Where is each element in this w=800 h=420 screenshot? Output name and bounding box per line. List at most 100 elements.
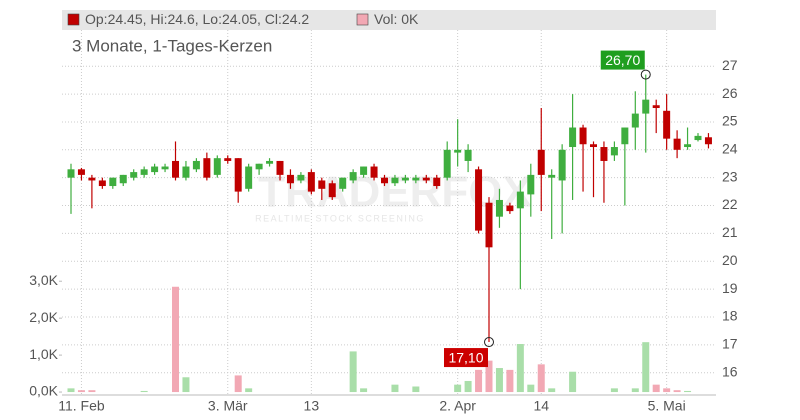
legend-bar — [62, 10, 716, 30]
volume-bar — [454, 384, 462, 393]
legend-swatch — [356, 13, 369, 26]
volume-bar — [548, 388, 556, 393]
candle-body — [151, 166, 159, 173]
y-tick-label: 22 — [722, 196, 738, 212]
legend-ohlc: Op:24.45, Hi:24.6, Lo:24.05, Cl:24.2 — [85, 11, 309, 27]
candle-body — [652, 105, 660, 109]
y-tick-label: 21 — [722, 224, 738, 240]
legend-swatch — [67, 13, 80, 26]
volume-bar — [631, 388, 639, 393]
candle-body — [610, 147, 618, 156]
volume-bar — [485, 360, 493, 393]
candle-body — [67, 169, 75, 178]
candle-body — [381, 177, 388, 184]
y-tick-label: 24 — [722, 141, 738, 157]
y2-tick-label: 0,0K — [29, 383, 58, 399]
candle-body — [621, 127, 629, 145]
volume-bar — [610, 388, 618, 393]
candle-body — [266, 160, 274, 164]
volume-bar — [673, 390, 681, 393]
candle-body — [297, 174, 305, 181]
volume-bar — [67, 388, 75, 393]
y2-tick-label: 1,0K — [29, 346, 58, 362]
volume-bar — [527, 384, 535, 393]
y-tick-label: 19 — [722, 280, 738, 296]
volume-bar — [475, 369, 483, 393]
candle-body — [182, 166, 190, 178]
volume-bar — [495, 368, 503, 393]
candle-body — [516, 191, 524, 209]
x-tick-label: 14 — [533, 398, 549, 414]
candle-body — [433, 177, 441, 187]
volume-bar — [182, 377, 190, 393]
candle-body — [203, 158, 211, 178]
candle-body — [704, 137, 712, 145]
volume-bar — [506, 369, 514, 393]
y-tick-label: 23 — [722, 168, 738, 184]
candle-body — [464, 149, 472, 161]
y-tick-label: 27 — [722, 57, 738, 73]
candle-body — [224, 158, 232, 161]
candle-body — [673, 138, 681, 150]
candle-body — [548, 174, 556, 178]
candle-body — [140, 169, 148, 175]
candle-body — [391, 177, 399, 184]
candle-body — [370, 166, 378, 178]
volume-bar — [391, 384, 399, 393]
candle-body — [213, 158, 221, 175]
volume-bar — [464, 380, 472, 393]
volume-bar — [642, 342, 650, 393]
y-tick-label: 17 — [722, 336, 738, 352]
chart-title: 3 Monate, 1-Tages-Kerzen — [72, 36, 272, 55]
candle-body — [558, 149, 566, 181]
candle-body — [579, 127, 587, 145]
annotation-marker — [640, 69, 651, 80]
candle-body — [109, 177, 117, 187]
candle-body — [495, 199, 503, 217]
candle-body — [192, 160, 200, 170]
candle-body — [537, 149, 545, 175]
candle-body — [328, 183, 336, 198]
candle-body — [130, 172, 138, 178]
candle-body — [276, 160, 284, 175]
candle-body — [485, 202, 493, 248]
candle-body — [475, 169, 483, 231]
volume-bar — [663, 388, 671, 393]
annotation-marker — [484, 337, 494, 348]
y-tick-label: 25 — [722, 113, 738, 129]
candle-body — [590, 144, 597, 148]
volume-bar — [569, 371, 577, 393]
watermark-sub: REALTIME STOCK SCREENING — [255, 213, 425, 223]
candle-body — [119, 174, 127, 184]
candle-body — [77, 169, 85, 175]
volume-bar — [412, 386, 420, 393]
candle-body — [307, 172, 315, 192]
candle-body — [286, 174, 294, 184]
annotation-box — [600, 50, 645, 70]
candle-body — [454, 149, 462, 153]
y-tick-label: 18 — [722, 308, 738, 324]
candle-body — [161, 166, 169, 170]
legend-volume: Vol: 0K — [374, 11, 419, 27]
volume-bar — [77, 390, 85, 393]
candle-body — [631, 113, 639, 128]
x-tick-label: 2. Apr — [439, 398, 476, 414]
candle-body — [642, 99, 650, 114]
y2-tick-label: 3,0K — [29, 272, 58, 288]
volume-bar — [140, 390, 148, 393]
candle-body — [401, 177, 409, 181]
candle-body — [663, 110, 671, 139]
volume-bar — [349, 351, 357, 393]
candle-body — [569, 127, 577, 148]
candle-body — [694, 135, 702, 141]
volume-bar — [652, 384, 660, 393]
volume-bar — [684, 390, 692, 393]
candle-body — [98, 180, 106, 187]
candle-body — [443, 149, 451, 178]
y2-tick-label: 2,0K — [29, 309, 58, 325]
x-tick-label: 3. Mär — [208, 398, 248, 414]
volume-bar — [88, 390, 96, 393]
candle-body — [527, 174, 535, 195]
